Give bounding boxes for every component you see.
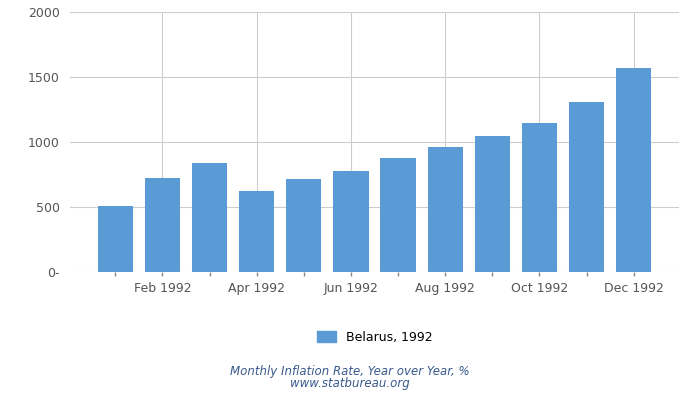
Bar	[616, 68, 651, 272]
Bar	[333, 171, 369, 272]
Legend: Belarus, 1992: Belarus, 1992	[317, 331, 432, 344]
Bar	[522, 123, 557, 272]
Bar	[145, 178, 180, 272]
Text: Monthly Inflation Rate, Year over Year, %: Monthly Inflation Rate, Year over Year, …	[230, 365, 470, 378]
Bar	[192, 163, 228, 272]
Bar	[98, 206, 133, 272]
Bar	[428, 148, 463, 272]
Bar	[239, 191, 274, 272]
Bar	[380, 158, 416, 272]
Text: www.statbureau.org: www.statbureau.org	[290, 377, 410, 390]
Bar	[475, 136, 510, 272]
Bar	[569, 102, 604, 272]
Bar	[286, 179, 321, 272]
